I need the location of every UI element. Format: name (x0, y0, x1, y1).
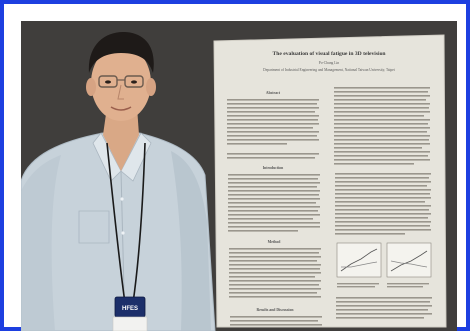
poster-heading-method: Method (268, 240, 282, 244)
shirt (21, 133, 215, 331)
lanyard-right (132, 142, 146, 304)
poster-left-column-text (227, 99, 319, 159)
poster-method-text (229, 248, 321, 298)
photograph: The evaluation of visual fatigue in 3D t… (21, 21, 457, 331)
poster-figure-left (336, 242, 382, 278)
poster-results-text (230, 316, 322, 326)
hair (88, 31, 154, 73)
shirt-collar-right (120, 132, 152, 182)
badge-logo-text: HFES (122, 306, 138, 312)
poster-figure-right (386, 242, 432, 278)
poster-heading-introduction: Introduction (263, 166, 284, 170)
photo-scene: The evaluation of visual fatigue in 3D t… (21, 21, 457, 331)
glasses (98, 75, 144, 88)
poster-right-column-text (334, 87, 431, 235)
research-poster: The evaluation of visual fatigue in 3D t… (213, 34, 447, 328)
shirt-pocket (78, 210, 110, 244)
face (91, 45, 151, 121)
lanyard-left (106, 142, 126, 304)
poster-heading-results: Results and Discussion (257, 308, 295, 312)
presenter: HFES (21, 31, 216, 331)
poster-caption-text (336, 283, 432, 319)
poster-affiliation: Department of Industrial Engineering and… (263, 68, 395, 73)
poster-title: The evaluation of visual fatigue in 3D t… (273, 51, 387, 57)
poster-heading-abstract: Abstract (266, 91, 281, 95)
badge-card (112, 316, 148, 331)
smile (110, 106, 132, 111)
neck (103, 107, 139, 171)
name-badge: HFES (112, 296, 148, 331)
poster-intro-text (228, 174, 320, 232)
poster-author: Po-Chung Lin (319, 61, 340, 65)
